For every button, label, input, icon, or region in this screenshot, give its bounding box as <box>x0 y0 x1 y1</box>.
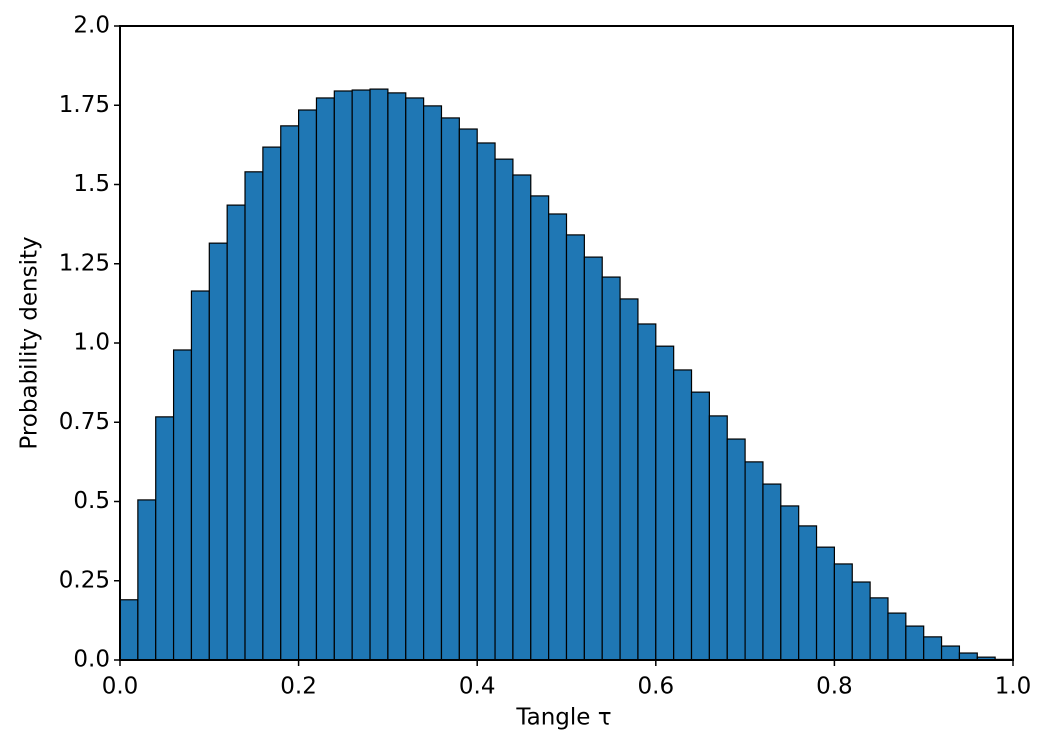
bar <box>405 97 425 661</box>
bar <box>351 89 371 661</box>
bar <box>958 652 978 661</box>
y-tick-label: 1.0 <box>73 330 110 356</box>
bar <box>333 90 353 661</box>
x-tick-label: 0.8 <box>816 674 853 700</box>
bar <box>423 105 443 661</box>
bar <box>172 349 193 661</box>
bar <box>601 276 621 661</box>
bar <box>280 125 300 661</box>
bar <box>298 109 318 661</box>
y-tick-label: 0.5 <box>73 488 110 514</box>
bar <box>851 581 871 661</box>
x-tick-label: 1.0 <box>995 674 1032 700</box>
bar <box>798 525 818 661</box>
bar <box>244 171 264 661</box>
bar <box>440 117 460 661</box>
bar <box>869 597 889 661</box>
bar <box>565 234 585 661</box>
y-tick-label: 1.25 <box>59 250 110 276</box>
bar <box>548 213 568 661</box>
bar <box>494 158 514 661</box>
bar <box>940 645 961 661</box>
bar <box>905 625 925 661</box>
bar <box>315 97 335 661</box>
bar <box>815 546 835 661</box>
bar <box>458 128 478 661</box>
bar <box>762 483 782 661</box>
bar <box>708 415 728 661</box>
bar <box>208 242 228 661</box>
x-tick-label: 0.0 <box>102 674 139 700</box>
y-axis-label: Probability density <box>17 236 43 449</box>
y-tick-label: 1.5 <box>73 171 110 197</box>
bar <box>673 369 693 661</box>
bar <box>655 345 675 661</box>
x-axis-label: Tangle τ <box>515 705 611 731</box>
bar <box>387 92 407 661</box>
bar <box>226 204 246 661</box>
bar <box>637 323 657 661</box>
bar <box>833 563 853 661</box>
bar <box>137 499 157 661</box>
bar <box>119 599 139 661</box>
y-tick-label: 1.75 <box>59 92 110 118</box>
x-tick-label: 0.6 <box>638 674 675 700</box>
bar <box>262 146 282 661</box>
bar <box>780 505 800 661</box>
bar <box>190 290 210 661</box>
y-tick-label: 2.0 <box>73 13 110 39</box>
x-tick-label: 0.4 <box>459 674 496 700</box>
y-tick-label: 0.75 <box>59 409 110 435</box>
bar <box>476 142 496 661</box>
bar <box>690 391 710 661</box>
bar <box>726 438 746 661</box>
x-tick-label: 0.2 <box>280 674 317 700</box>
bar <box>887 612 907 661</box>
bar <box>744 461 764 661</box>
bar <box>369 88 389 661</box>
bar <box>583 256 603 661</box>
bar <box>619 298 639 661</box>
bar <box>530 195 550 661</box>
bar <box>923 636 943 661</box>
y-tick-label: 0.25 <box>59 567 110 593</box>
y-tick-label: 0.0 <box>73 647 110 673</box>
bar <box>155 416 175 661</box>
bar <box>512 174 532 661</box>
